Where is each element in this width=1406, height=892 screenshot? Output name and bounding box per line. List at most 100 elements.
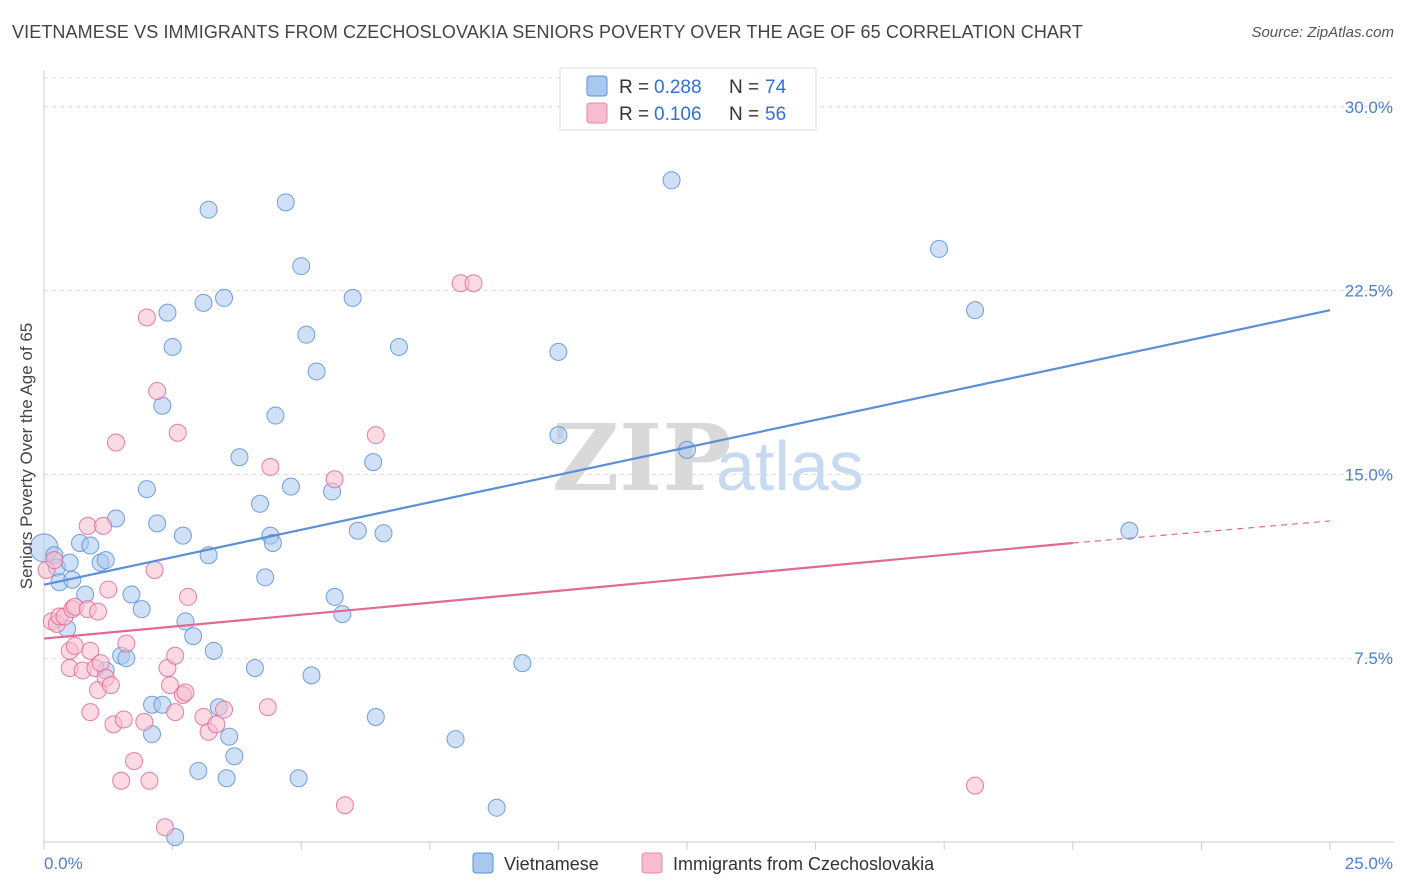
legend-n-label-vietnamese: N = — [729, 77, 759, 98]
vietnamese-point — [266, 406, 285, 425]
vietnamese-point — [263, 534, 282, 553]
vietnamese-point — [281, 477, 300, 496]
y-axis-label: Seniors Poverty Over the Age of 65 — [17, 323, 36, 589]
x-tick-label: 0.0% — [44, 854, 83, 873]
vietnamese-point — [256, 568, 275, 587]
czechoslovakia-point — [112, 771, 131, 790]
czechoslovakia-point — [335, 796, 354, 815]
czechoslovakia-point — [207, 715, 226, 734]
czechoslovakia-point — [966, 776, 985, 795]
czechoslovakia-point — [140, 771, 159, 790]
czechoslovakia-point — [261, 458, 280, 477]
vietnamese-point — [81, 536, 100, 555]
czechoslovakia-point — [117, 634, 136, 653]
czechoslovakia-point — [145, 560, 164, 579]
tick-labels: 7.5% 15.0% 22.5% 30.0% 0.0% 25.0% — [44, 98, 1393, 873]
vietnamese-point — [122, 585, 141, 604]
czechoslovakia-trend-extension — [1072, 520, 1331, 544]
czechoslovakia-point — [107, 433, 126, 452]
legend-swatch-vietnamese — [586, 75, 608, 97]
czechoslovakia-point — [166, 703, 185, 722]
vietnamese-point — [374, 524, 393, 543]
vietnamese-point — [204, 641, 223, 660]
x-tick-label: 25.0% — [1345, 854, 1393, 873]
vietnamese-point — [189, 761, 208, 780]
vietnamese-point — [302, 666, 321, 685]
vietnamese-point — [225, 747, 244, 766]
vietnamese-point — [930, 239, 949, 258]
data-points — [29, 171, 1139, 847]
vietnamese-point — [220, 727, 239, 746]
czechoslovakia-point — [176, 683, 195, 702]
czechoslovakia-point — [114, 710, 133, 729]
legend-n-value-vietnamese: 74 — [765, 77, 787, 98]
czechoslovakia-point — [65, 636, 84, 655]
legend-n-value-czechoslovakia: 56 — [765, 104, 786, 125]
vietnamese-point — [173, 526, 192, 545]
vietnamese-point — [217, 769, 236, 788]
vietnamese-point — [251, 494, 270, 513]
vietnamese-point — [549, 342, 568, 361]
bottom-legend: Vietnamese Immigrants from Czechoslovaki… — [472, 852, 935, 874]
legend-n-label-czechoslovakia: N = — [729, 104, 759, 125]
vietnamese-point — [148, 514, 167, 533]
czechoslovakia-point — [78, 516, 97, 535]
vietnamese-point — [132, 600, 151, 619]
czechoslovakia-point — [137, 308, 156, 327]
vietnamese-point — [276, 193, 295, 212]
czechoslovakia-point — [45, 551, 64, 570]
bottom-legend-swatch-czechoslovakia — [641, 852, 663, 874]
legend: R = 0.288 N = 74 R = 0.106 N = 56 — [559, 67, 817, 131]
czechoslovakia-point — [135, 712, 154, 731]
vietnamese-point — [199, 200, 218, 219]
vietnamese-point — [333, 605, 352, 624]
czechoslovakia-point — [101, 676, 120, 695]
czechoslovakia-point — [94, 516, 113, 535]
czechoslovakia-point — [125, 752, 144, 771]
vietnamese-point — [1120, 521, 1139, 540]
vietnamese-point — [343, 288, 362, 307]
y-tick-label: 7.5% — [1354, 649, 1393, 668]
vietnamese-point — [215, 288, 234, 307]
vietnamese-point — [307, 362, 326, 381]
czechoslovakia-point — [179, 587, 198, 606]
legend-r-label-czechoslovakia: R = — [619, 104, 649, 125]
y-tick-label: 15.0% — [1345, 465, 1393, 484]
vietnamese-point — [297, 325, 316, 344]
legend-r-value-czechoslovakia: 0.106 — [654, 104, 702, 125]
vietnamese-point — [163, 337, 182, 356]
legend-r-value-vietnamese: 0.288 — [654, 77, 702, 98]
grid-lines — [44, 77, 1394, 659]
czechoslovakia-point — [215, 700, 234, 719]
czechoslovakia-point — [166, 646, 185, 665]
vietnamese-point — [662, 171, 681, 190]
czechoslovakia-point — [161, 676, 180, 695]
y-tick-label: 30.0% — [1345, 98, 1393, 117]
vietnamese-point — [60, 553, 79, 572]
y-tick-label: 22.5% — [1345, 282, 1393, 301]
vietnamese-point — [487, 798, 506, 817]
vietnamese-point — [184, 627, 203, 646]
vietnamese-point — [137, 480, 156, 499]
legend-swatch-czechoslovakia — [586, 102, 608, 124]
vietnamese-point — [230, 448, 249, 467]
vietnamese-point — [325, 587, 344, 606]
czechoslovakia-point — [258, 698, 277, 717]
page-title: VIETNAMESE VS IMMIGRANTS FROM CZECHOSLOV… — [12, 22, 1083, 42]
vietnamese-point — [158, 303, 177, 322]
czechoslovakia-point — [155, 818, 174, 837]
vietnamese-point — [678, 440, 696, 459]
vietnamese-point — [289, 769, 308, 788]
czechoslovakia-point — [89, 602, 108, 621]
legend-r-label-vietnamese: R = — [619, 77, 649, 98]
vietnamese-point — [194, 293, 213, 312]
axes — [43, 70, 1394, 850]
vietnamese-point — [364, 453, 383, 472]
vietnamese-point — [513, 654, 532, 673]
bottom-legend-swatch-vietnamese — [472, 852, 494, 874]
vietnamese-point — [348, 521, 367, 540]
czechoslovakia-point — [81, 641, 100, 660]
czechoslovakia-point — [148, 382, 167, 401]
vietnamese-point — [96, 551, 115, 570]
